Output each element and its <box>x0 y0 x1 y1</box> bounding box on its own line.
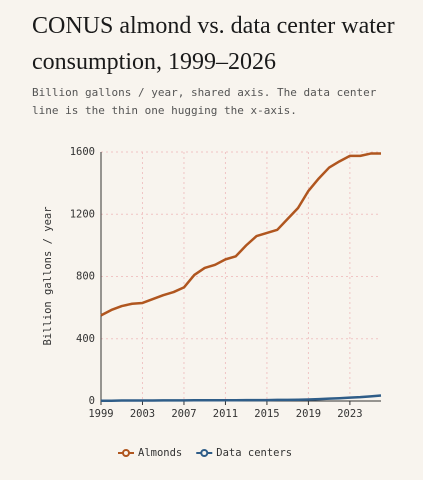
x-tick-label: 2015 <box>254 408 279 420</box>
x-tick-label: 2023 <box>337 408 362 420</box>
x-tick-label: 2011 <box>213 408 238 420</box>
x-tick-label: 2007 <box>171 408 196 420</box>
series-line <box>101 394 382 402</box>
y-axis-label: Billion gallons / year <box>42 206 54 345</box>
legend-marker <box>122 449 130 457</box>
y-tick-label: 800 <box>76 271 95 283</box>
x-tick-label: 2019 <box>296 408 321 420</box>
legend-label: Almonds <box>138 447 182 459</box>
legend-marker <box>200 449 209 457</box>
y-tick-label: 1200 <box>70 208 95 220</box>
legend-label: Data centers <box>216 447 292 459</box>
y-tick-label: 1600 <box>70 146 95 158</box>
chart-title: CONUS almond vs. data center water consu… <box>32 13 395 75</box>
series-line <box>100 152 381 317</box>
x-tick-label: 1999 <box>88 408 113 420</box>
chart-subtitle: Billion gallons / year, shared axis. The… <box>32 86 377 117</box>
y-tick-label: 0 <box>89 395 95 407</box>
y-tick-label: 400 <box>76 333 95 345</box>
x-tick-label: 2003 <box>130 408 155 420</box>
